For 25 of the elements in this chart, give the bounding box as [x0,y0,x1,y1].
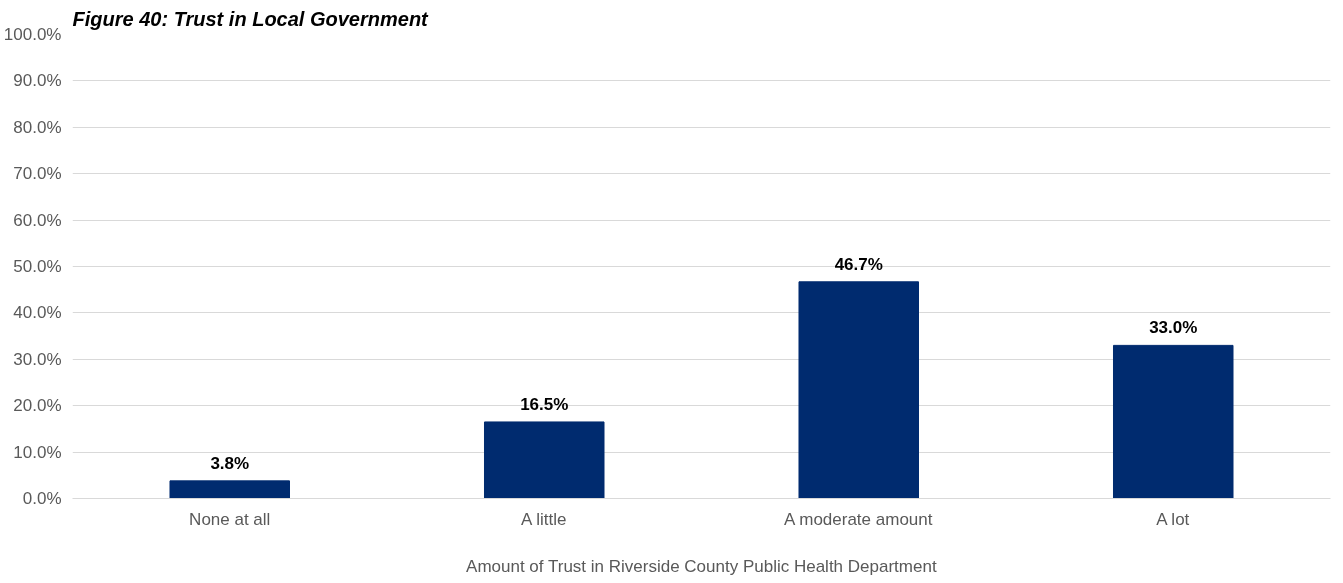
y-tick-label: 70.0% [13,164,62,184]
chart-title: Figure 40: Trust in Local Government [72,7,430,30]
x-tick-label: A lot [1156,509,1190,529]
bar [798,281,920,499]
y-tick-label: 10.0% [13,442,62,462]
data-label: 46.7% [834,254,883,274]
x-tick-label: A little [521,509,567,529]
y-tick-label: 100.0% [3,25,62,44]
x-tick-label: A moderate amount [784,509,933,529]
y-tick-label: 0.0% [22,489,62,508]
y-tick-label: 60.0% [13,210,62,230]
bar [483,421,605,499]
x-tick-label: None at all [189,509,271,529]
y-tick-label: 30.0% [13,349,62,369]
y-tick-label: 50.0% [13,257,62,276]
y-tick-label: 80.0% [13,117,62,137]
y-tick-label: 40.0% [13,303,62,323]
x-axis-title: Amount of Trust in Riverside County Public Health Department [466,556,937,576]
data-label: 16.5% [520,394,569,414]
data-label: 33.0% [1149,318,1198,338]
bar [1112,344,1234,499]
y-tick-label: 20.0% [13,396,62,416]
y-tick-label: 90.0% [13,71,62,91]
bar [169,480,291,499]
data-label: 3.8% [210,453,250,473]
